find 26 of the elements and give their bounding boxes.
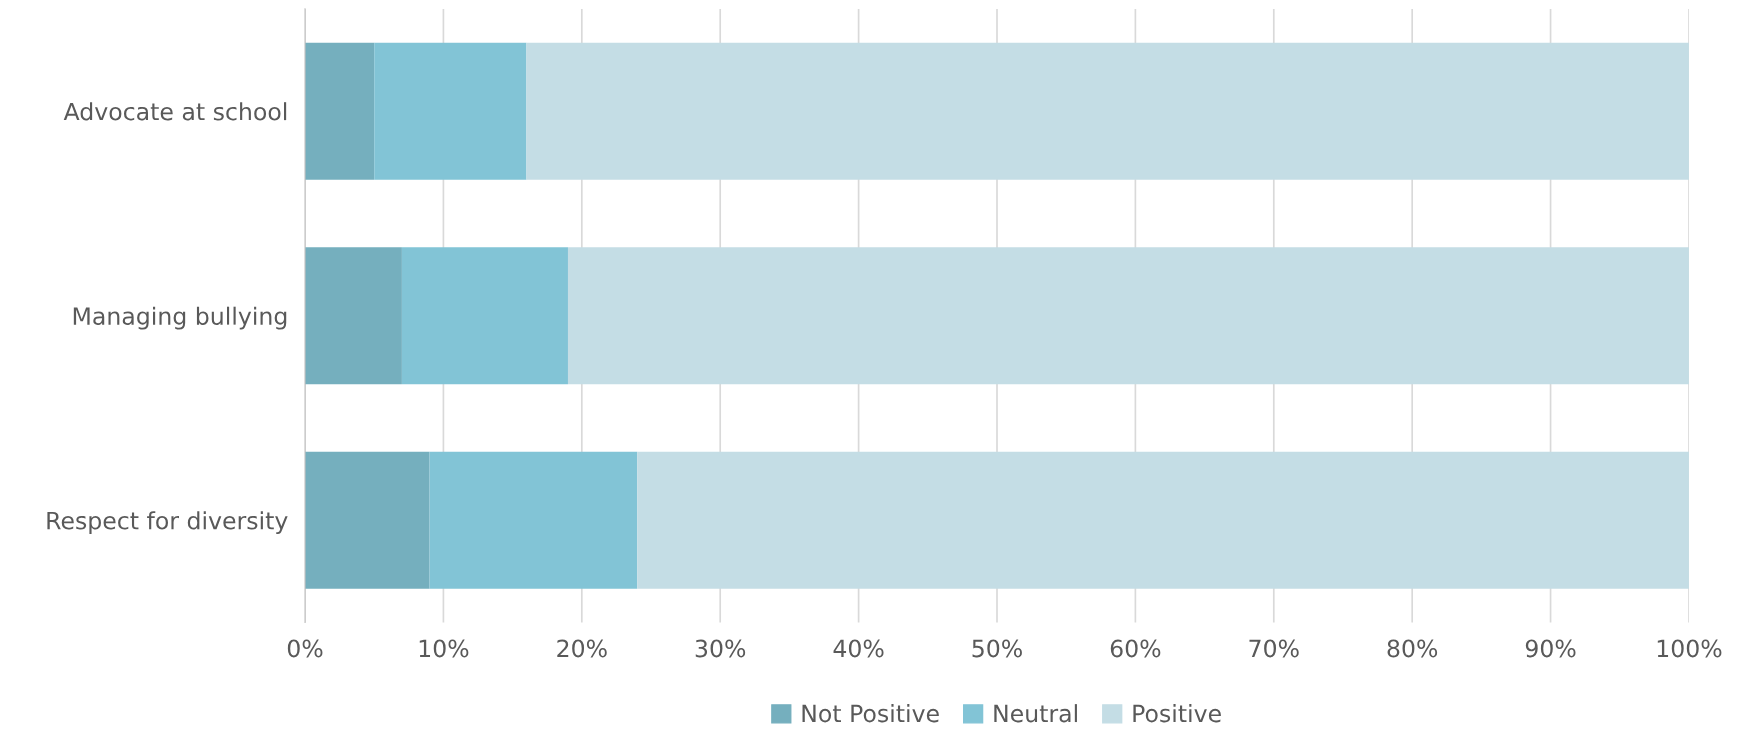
x-tick-label: 50%: [972, 639, 1022, 658]
y-tick-label: Advocate at school: [63, 102, 287, 121]
bar: [526, 42, 1689, 180]
x-tick-label: 30%: [695, 639, 746, 658]
x-tick-label: 0%: [287, 639, 323, 658]
legend-label: Not Positive: [802, 704, 939, 723]
bar: [374, 42, 527, 180]
legend-label: Neutral: [994, 704, 1077, 723]
bar: [567, 247, 1689, 385]
y-tick-label: Respect for diversity: [47, 511, 288, 535]
bar: [637, 451, 1689, 589]
bar: [305, 247, 402, 385]
x-tick-label: 40%: [833, 639, 884, 658]
bar: [305, 451, 430, 589]
x-tick-label: 20%: [557, 639, 607, 658]
bar: [305, 42, 375, 180]
bar: [401, 247, 568, 385]
x-tick-label: 60%: [1110, 639, 1161, 658]
x-tick-label: 70%: [1249, 639, 1299, 658]
bar: [429, 451, 638, 589]
x-tick-label: 100%: [1657, 639, 1722, 658]
x-tick-label: 80%: [1387, 639, 1438, 658]
x-tick-label: 10%: [419, 639, 469, 658]
legend-label: Positive: [1133, 704, 1221, 723]
x-tick-label: 90%: [1525, 639, 1576, 658]
y-tick-label: Managing bullying: [73, 306, 287, 330]
